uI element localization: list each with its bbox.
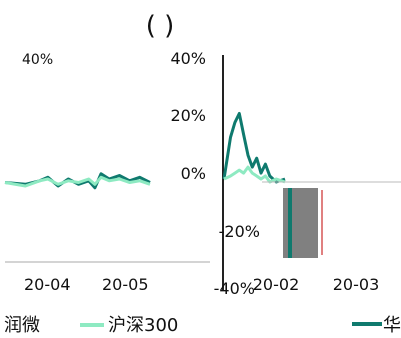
legend: 润微 沪深300 华 [4,315,401,336]
right-y-tick-20: 20% [170,106,206,125]
legend-label-1: 润微 [4,315,40,336]
right-x-tick-label-1: 20-02 [253,275,300,294]
right-series-group [222,112,286,184]
left-series-line-2 [4,175,151,188]
left-x-tick-label-1: 20-04 [24,275,71,294]
legend-label-3: 华 [383,315,401,336]
left-series-group [4,172,151,190]
right-y-tick-neg20: -20% [219,222,260,241]
right-y-tick-40: 40% [170,49,206,68]
left-chart-panel: 40% 20-04 20-05 [0,52,210,294]
right-chart-panel: 40% 20% 0% -20% -40% 20-02 20-03 [170,49,401,298]
legend-label-2: 沪深300 [108,315,178,336]
left-x-tick-label-2: 20-05 [102,275,149,294]
right-series-line-2 [223,165,286,184]
left-y-tick-label: 40% [22,52,53,68]
right-y-tick-0: 0% [181,164,206,183]
right-series-line-1 [222,112,286,184]
chart-title: ( ) [146,11,175,41]
right-y-tick-neg40: -40% [214,279,255,298]
right-x-tick-label-2: 20-03 [333,275,380,294]
teal-band-stripe [288,188,292,258]
